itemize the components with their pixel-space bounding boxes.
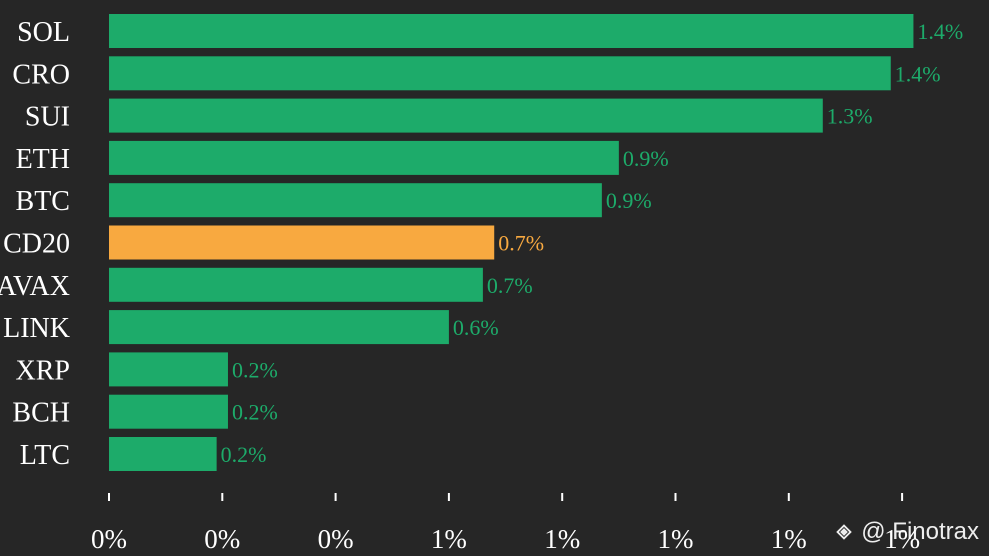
- value-label-cro: 1.4%: [895, 61, 941, 86]
- category-label-ltc: LTC: [20, 440, 70, 471]
- value-label-xrp: 0.2%: [232, 357, 278, 382]
- value-label-cd20: 0.7%: [498, 231, 544, 256]
- bar-ltc: [109, 437, 217, 471]
- category-label-eth: ETH: [16, 144, 70, 175]
- bar-avax: [109, 267, 483, 302]
- category-label-btc: BTC: [16, 186, 70, 217]
- value-label-bch: 0.2%: [232, 400, 278, 425]
- category-label-sol: SOL: [17, 17, 70, 48]
- x-tick-label-0: 0%: [91, 524, 127, 554]
- value-label-avax: 0.7%: [487, 273, 533, 298]
- category-label-sui: SUI: [25, 102, 70, 133]
- x-tick-label-2: 0%: [318, 524, 354, 554]
- bar-cro: [109, 56, 891, 91]
- value-label-eth: 0.9%: [623, 146, 669, 171]
- value-label-link: 0.6%: [453, 315, 499, 340]
- category-label-cd20: CD20: [3, 229, 70, 260]
- x-tick-label-3: 1%: [431, 524, 467, 554]
- bar-sui: [109, 98, 823, 133]
- watermark-text: @ Finotrax: [861, 518, 979, 545]
- category-label-avax: AVAX: [0, 271, 70, 302]
- x-tick-label-5: 1%: [658, 524, 694, 554]
- category-label-bch: BCH: [12, 398, 70, 429]
- category-label-xrp: XRP: [16, 355, 70, 386]
- x-tick-label-4: 1%: [544, 524, 580, 554]
- bar-btc: [109, 183, 602, 218]
- bar-cd20: [109, 225, 495, 260]
- value-label-ltc: 0.2%: [221, 442, 267, 467]
- binance-square-icon: [836, 524, 853, 540]
- bar-link: [109, 310, 449, 345]
- category-label-link: LINK: [3, 313, 70, 344]
- bar-sol: [109, 14, 914, 48]
- value-label-sui: 1.3%: [827, 104, 873, 129]
- watermark: @ Finotrax: [833, 518, 979, 546]
- bar-xrp: [109, 352, 228, 387]
- value-label-btc: 0.9%: [606, 188, 652, 213]
- x-tick-label-1: 0%: [204, 524, 240, 554]
- x-tick-label-6: 1%: [771, 524, 807, 554]
- bar-eth: [109, 140, 619, 175]
- category-label-cro: CRO: [12, 59, 70, 90]
- value-label-sol: 1.4%: [917, 19, 963, 44]
- x-tick-label-7: 1%: [884, 524, 920, 554]
- bar-bch: [109, 394, 228, 429]
